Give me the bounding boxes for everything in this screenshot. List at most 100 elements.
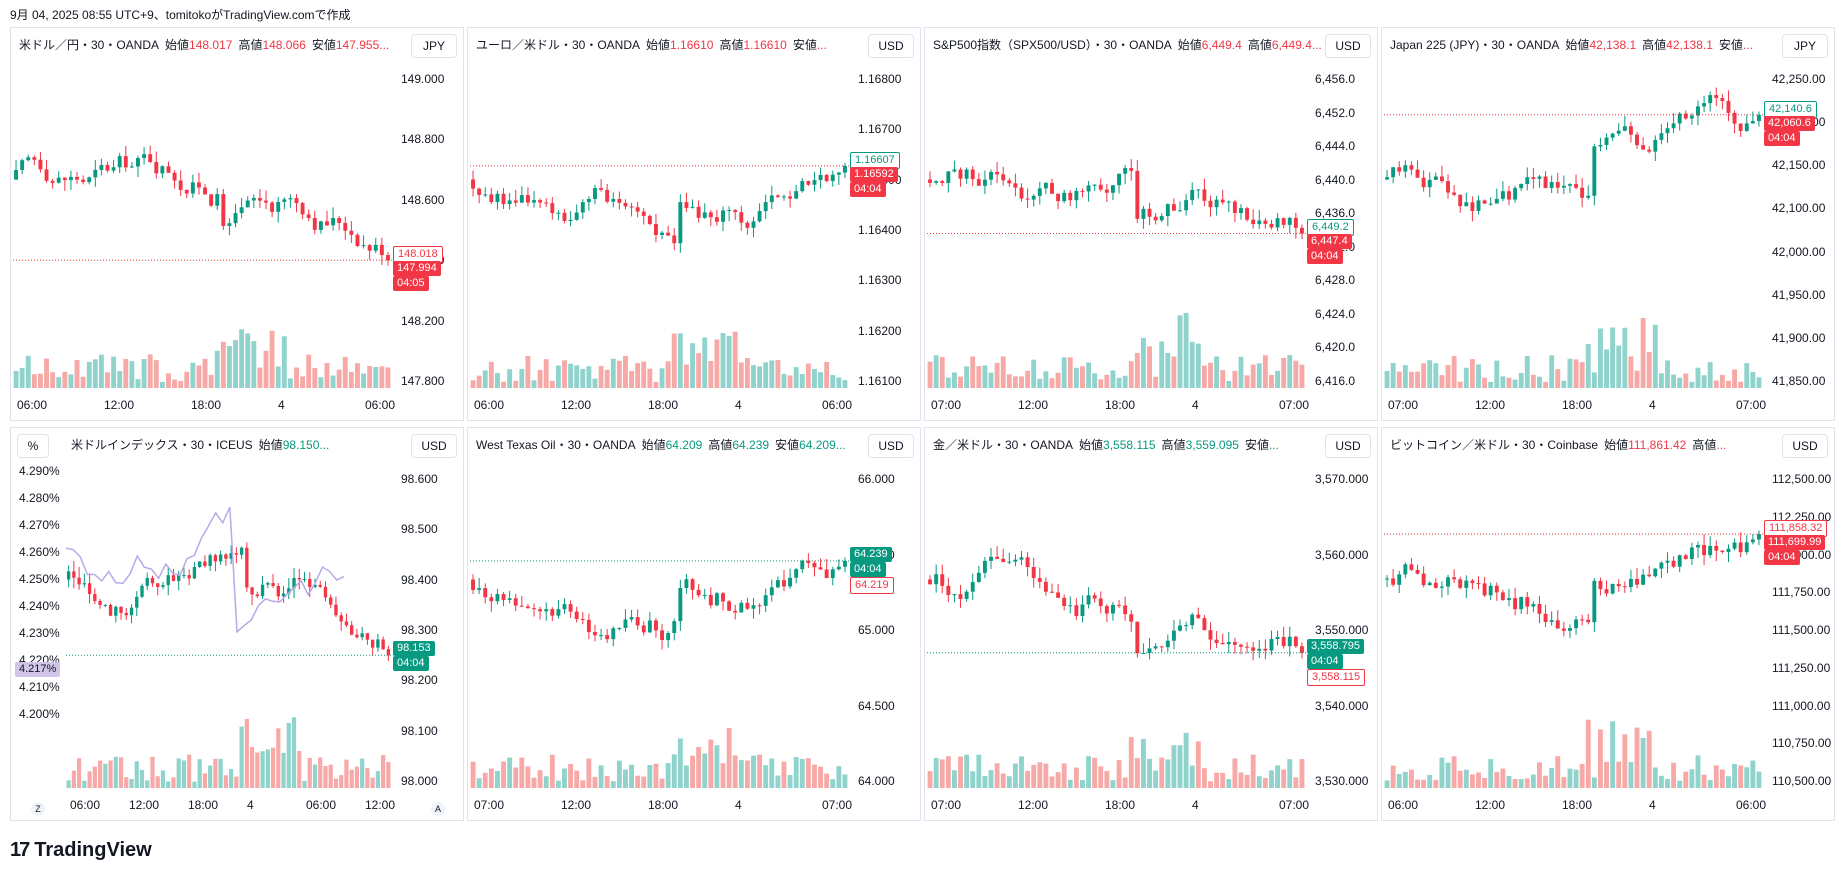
currency-button[interactable]: JPY <box>411 34 457 58</box>
zoom-button[interactable]: Z <box>31 802 45 816</box>
symbol-legend[interactable]: 金／米ドル・30・OANDA 始値3,558.115 高値3,559.095 安値..… <box>933 436 1279 453</box>
symbol-legend[interactable]: 米ドルインデックス・30・ICEUS 始値98.150... <box>71 436 329 453</box>
volume-bar <box>757 754 763 788</box>
percent-scale-button[interactable]: % <box>17 434 49 458</box>
price-axis-label: 1.16400 <box>858 223 902 237</box>
candle-body <box>360 633 364 638</box>
chart-panel[interactable]: 米ドルインデックス・30・ICEUS 始値98.150... USD 98.600 98… <box>10 427 464 821</box>
currency-button[interactable]: USD <box>868 34 914 58</box>
volume-bar <box>732 755 738 788</box>
volume-bar <box>202 773 208 788</box>
candle-body <box>1427 582 1432 586</box>
candle-body <box>308 579 312 587</box>
chart-panel[interactable]: 金／米ドル・30・OANDA 始値3,558.115 高値3,559.095 安値..… <box>924 427 1378 821</box>
candle-body <box>666 232 671 236</box>
time-axis-label: 12:00 <box>104 398 135 412</box>
currency-button[interactable]: USD <box>411 434 457 458</box>
candle-body <box>276 585 280 597</box>
volume-bar <box>1579 763 1585 788</box>
time-axis-label: 4 <box>735 798 742 812</box>
currency-button[interactable]: USD <box>868 434 914 458</box>
volume-bar <box>1646 352 1652 388</box>
volume-bar <box>197 759 202 788</box>
currency-button[interactable]: USD <box>1782 434 1828 458</box>
volume-bar <box>1031 764 1037 788</box>
candle-body <box>532 608 536 610</box>
candle-body <box>93 169 98 178</box>
candle-body <box>1287 636 1292 647</box>
candle-body <box>192 566 197 579</box>
price-tag: 1.16592 <box>850 166 898 182</box>
currency-button[interactable]: USD <box>1325 34 1371 58</box>
candle-body <box>1750 539 1755 543</box>
candle-body <box>1397 167 1402 172</box>
candle-body <box>260 584 265 597</box>
tradingview-logo[interactable]: 17 TradingView <box>10 839 152 862</box>
candlestick-chart[interactable] <box>1382 28 1834 420</box>
volume-bar <box>1555 756 1561 788</box>
symbol-legend[interactable]: 米ドル／円・30・OANDA 始値148.017 高値148.066 安値147.95… <box>19 36 389 53</box>
candle-body <box>605 635 610 640</box>
volume-bar <box>129 778 134 788</box>
volume-bar <box>488 768 494 788</box>
time-axis-label: 18:00 <box>1562 798 1593 812</box>
legend-low: ... <box>816 38 827 52</box>
candle-body <box>1439 176 1444 182</box>
chart-panel[interactable]: ビットコイン／米ドル・30・Coinbase 始値111,861.42 高値... U… <box>1381 427 1835 821</box>
auto-scale-button[interactable]: A <box>431 802 445 816</box>
chart-panel[interactable]: West Texas Oil・30・OANDA 始値64.209 高値64.239 安… <box>467 427 921 821</box>
volume-bar <box>641 776 647 788</box>
currency-button[interactable]: JPY <box>1782 34 1828 58</box>
candle-body <box>1245 208 1250 220</box>
legend-high-label: 高値 <box>719 38 744 52</box>
symbol-legend[interactable]: West Texas Oil・30・OANDA 始値64.209 高値64.239 安… <box>476 436 846 453</box>
candlestick-chart[interactable] <box>468 28 920 420</box>
candlestick-chart[interactable] <box>925 28 1377 420</box>
chart-panel[interactable]: 米ドル／円・30・OANDA 始値148.017 高値148.066 安値147.95… <box>10 27 464 421</box>
candlestick-chart[interactable] <box>11 28 463 420</box>
candle-body <box>495 594 500 602</box>
volume-bar <box>1652 324 1658 388</box>
candle-body <box>1458 194 1463 207</box>
candle-body <box>1561 628 1566 631</box>
candlestick-chart[interactable] <box>925 428 1377 820</box>
chart-panel[interactable]: S&P500指数（SPX500/USD）・30・OANDA 始値6,449.4 高値… <box>924 27 1378 421</box>
candle-body <box>1111 604 1115 614</box>
volume-bar <box>1549 355 1555 388</box>
legend-high-label: 高値 <box>708 438 733 452</box>
candle-body <box>1403 564 1408 575</box>
volume-bar <box>1640 737 1646 788</box>
volume-bar <box>172 379 178 388</box>
chart-panel[interactable]: ユーロ／米ドル・30・OANDA 始値1.16610 高値1.16610 安値... U… <box>467 27 921 421</box>
candle-body <box>302 579 307 581</box>
symbol-legend[interactable]: S&P500指数（SPX500/USD）・30・OANDA 始値6,449.4 高値… <box>933 36 1322 53</box>
candle-body <box>763 202 768 212</box>
volume-bar <box>525 355 531 388</box>
candlestick-chart[interactable] <box>468 428 920 820</box>
price-tag: 3,558.115 <box>1307 668 1366 686</box>
legend-title-prefix: ユーロ／米ドル・30・OANDA <box>476 38 641 52</box>
candlestick-chart[interactable] <box>11 428 463 820</box>
candle-body <box>1525 597 1530 607</box>
candle-body <box>690 579 695 590</box>
symbol-legend[interactable]: ビットコイン／米ドル・30・Coinbase 始値111,861.42 高値... <box>1390 436 1726 453</box>
candlestick-chart[interactable] <box>1382 428 1834 820</box>
volume-bar <box>1421 779 1427 788</box>
volume-bar <box>604 775 610 788</box>
candle-body <box>288 198 293 200</box>
volume-bar <box>1665 778 1670 788</box>
candle-body <box>1677 113 1682 124</box>
candle-body <box>229 553 233 559</box>
symbol-legend[interactable]: Japan 225 (JPY)・30・OANDA 始値42,138.1 高値42,1… <box>1390 36 1753 53</box>
candle-body <box>940 181 945 183</box>
volume-bar <box>482 772 488 788</box>
candle-body <box>257 198 262 201</box>
volume-bar <box>1433 363 1439 388</box>
volume-bar <box>1604 349 1609 388</box>
price-axis-label: 111,500.00 <box>1772 623 1831 637</box>
currency-button[interactable]: USD <box>1325 434 1371 458</box>
chart-panel[interactable]: Japan 225 (JPY)・30・OANDA 始値42,138.1 高値42,1… <box>1381 27 1835 421</box>
symbol-legend[interactable]: ユーロ／米ドル・30・OANDA 始値1.16610 高値1.16610 安値... <box>476 36 827 53</box>
left-axis-label: 4.240% <box>19 599 60 613</box>
time-axis-label: 06:00 <box>17 398 48 412</box>
